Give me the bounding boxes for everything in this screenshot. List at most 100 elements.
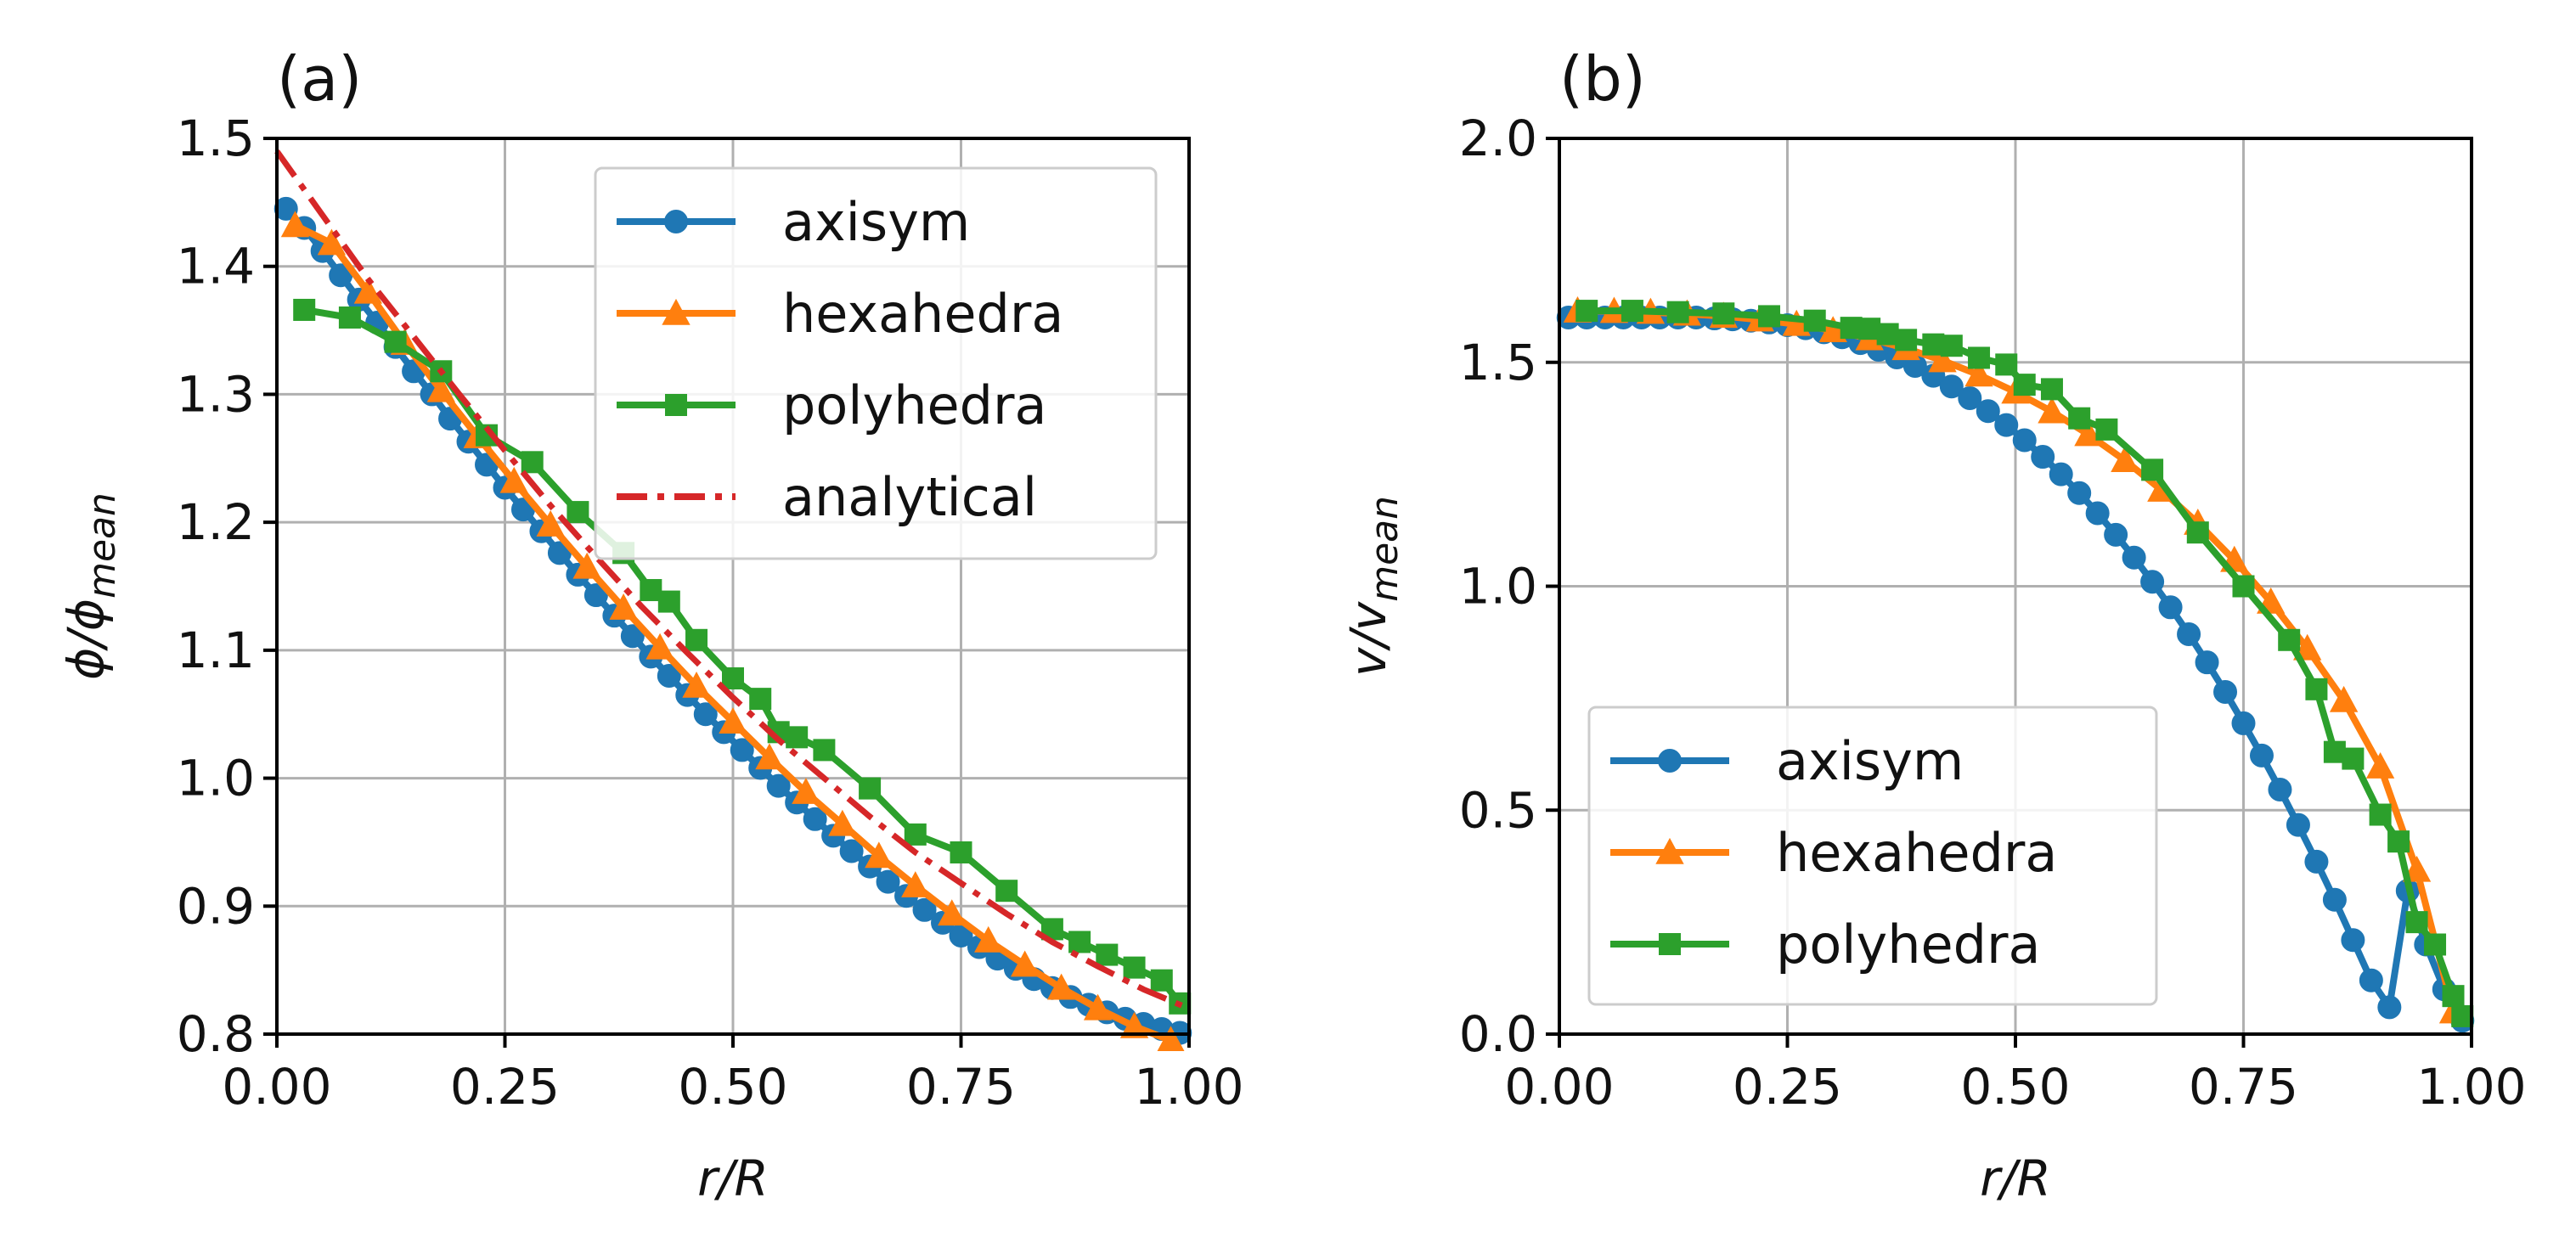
legend-box <box>1587 706 2158 1006</box>
y-tick-label: 1.0 <box>1459 558 1537 616</box>
panel-b-series <box>1556 295 2475 1033</box>
legend-label-hexahedra: hexahedra <box>1776 822 2057 884</box>
data-point-polyhedra <box>640 579 662 602</box>
y-axis-label-base: ϕ/ϕ <box>57 599 115 680</box>
data-point-axisym <box>693 702 718 727</box>
data-point-hexahedra <box>353 277 383 304</box>
data-point-polyhedra <box>1876 323 1899 346</box>
series-line-analytical <box>274 149 1191 1012</box>
y-axis-label-subscript: mean <box>1363 496 1406 602</box>
data-point-polyhedra <box>2451 1004 2474 1027</box>
data-point-polyhedra <box>1803 309 1826 332</box>
data-point-hexahedra <box>280 211 310 238</box>
data-point-polyhedra <box>2424 933 2447 956</box>
data-point-hexahedra <box>2038 396 2066 424</box>
data-point-polyhedra <box>1895 329 1918 351</box>
data-point-polyhedra <box>2141 458 2164 481</box>
data-point-polyhedra <box>1096 943 1119 966</box>
data-point-axisym <box>2377 995 2402 1020</box>
data-point-polyhedra <box>2323 740 2346 763</box>
y-axis-label-subscript: mean <box>81 492 124 599</box>
data-point-axisym <box>2268 777 2292 801</box>
data-point-polyhedra <box>1758 305 1781 328</box>
data-point-hexahedra <box>1119 1011 1149 1038</box>
data-point-hexahedra <box>901 871 930 897</box>
series-polyhedra <box>1575 300 2474 1027</box>
data-point-polyhedra <box>2387 830 2410 853</box>
legend-label-axisym: axisym <box>1776 730 1964 792</box>
data-point-hexahedra <box>2402 855 2432 882</box>
data-point-axisym <box>273 196 298 221</box>
data-point-axisym <box>1958 385 1982 410</box>
y-tick-label: 1.3 <box>177 365 255 423</box>
data-point-axisym <box>620 624 645 649</box>
legend-marker-hexahedra <box>1655 837 1684 864</box>
y-tick-label: 0.8 <box>177 1005 255 1063</box>
data-point-axisym <box>1976 399 2000 424</box>
legend-marker-polyhedra <box>1659 933 1681 955</box>
x-tick-label: 0.50 <box>678 1058 787 1116</box>
panel-b: 0.00 0.25 0.50 0.75 1.00 0.0 0.5 1.0 1.5 2.0 r/R v/… <box>1339 43 2527 1207</box>
data-point-polyhedra <box>2369 803 2392 826</box>
series-hexahedra <box>280 211 1185 1051</box>
panel-b-legend: axisym hexahedra polyhedra <box>1587 706 2158 1006</box>
data-point-axisym <box>2012 428 2037 453</box>
panel-a-y-axis-label: ϕ/ϕmean <box>57 492 124 680</box>
x-tick-label: 0.25 <box>1733 1058 1842 1116</box>
series-analytical <box>274 149 1191 1012</box>
data-point-hexahedra <box>499 466 528 493</box>
x-tick-label: 0.75 <box>2189 1058 2298 1116</box>
data-point-polyhedra <box>1123 956 1146 979</box>
data-point-axisym <box>803 807 827 831</box>
data-point-polyhedra <box>786 726 809 749</box>
data-point-polyhedra <box>521 451 544 474</box>
data-point-axisym <box>1939 374 1964 399</box>
data-point-hexahedra <box>426 375 455 402</box>
panel-b-title: (b) <box>1559 43 1646 115</box>
data-point-polyhedra <box>722 667 744 690</box>
legend-marker-polyhedra <box>665 394 687 416</box>
data-point-polyhedra <box>1968 346 1991 369</box>
legend-label-polyhedra: polyhedra <box>1776 914 2040 976</box>
data-point-polyhedra <box>1150 969 1173 992</box>
data-point-polyhedra <box>657 590 680 613</box>
legend-marker-hexahedra <box>662 298 691 325</box>
y-tick-label: 1.2 <box>177 493 255 551</box>
data-point-hexahedra <box>792 778 820 804</box>
y-tick-label: 1.5 <box>1459 334 1537 391</box>
data-point-axisym <box>2304 849 2329 874</box>
y-axis-label-base: v/v <box>1339 600 1397 677</box>
y-tick-label: 1.0 <box>177 750 255 807</box>
data-point-polyhedra <box>950 841 972 863</box>
data-point-hexahedra <box>2293 633 2322 661</box>
data-point-axisym <box>2122 545 2146 570</box>
legend-label-polyhedra: polyhedra <box>782 374 1046 436</box>
data-point-polyhedra <box>338 306 361 329</box>
data-point-axisym <box>2140 570 2165 594</box>
data-point-hexahedra <box>645 633 674 660</box>
data-point-hexahedra <box>974 925 1003 953</box>
x-tick-label: 0.00 <box>222 1058 331 1116</box>
data-point-axisym <box>839 839 864 863</box>
data-point-hexahedra <box>2111 446 2139 473</box>
data-point-hexahedra <box>2365 751 2395 779</box>
data-point-hexahedra <box>2329 685 2359 712</box>
legend-box <box>594 166 1158 560</box>
data-point-polyhedra <box>1858 318 1881 340</box>
data-point-axisym <box>657 664 681 688</box>
data-point-axisym <box>2085 501 2110 526</box>
data-point-hexahedra <box>938 899 967 926</box>
x-tick-label: 0.75 <box>906 1058 1016 1116</box>
data-point-axisym <box>2067 481 2092 505</box>
data-point-axisym <box>2359 968 2383 993</box>
x-tick-label: 0.25 <box>450 1058 560 1116</box>
data-point-polyhedra <box>1575 300 1598 323</box>
data-point-polyhedra <box>749 688 772 711</box>
panel-a-x-axis-label: r/R <box>697 1150 769 1207</box>
data-point-polyhedra <box>1068 931 1091 953</box>
data-point-hexahedra <box>536 510 565 537</box>
data-point-polyhedra <box>2186 521 2209 544</box>
data-point-axisym <box>2249 743 2274 768</box>
x-tick-label: 1.00 <box>2416 1058 2526 1116</box>
y-tick-label: 1.1 <box>177 621 255 679</box>
